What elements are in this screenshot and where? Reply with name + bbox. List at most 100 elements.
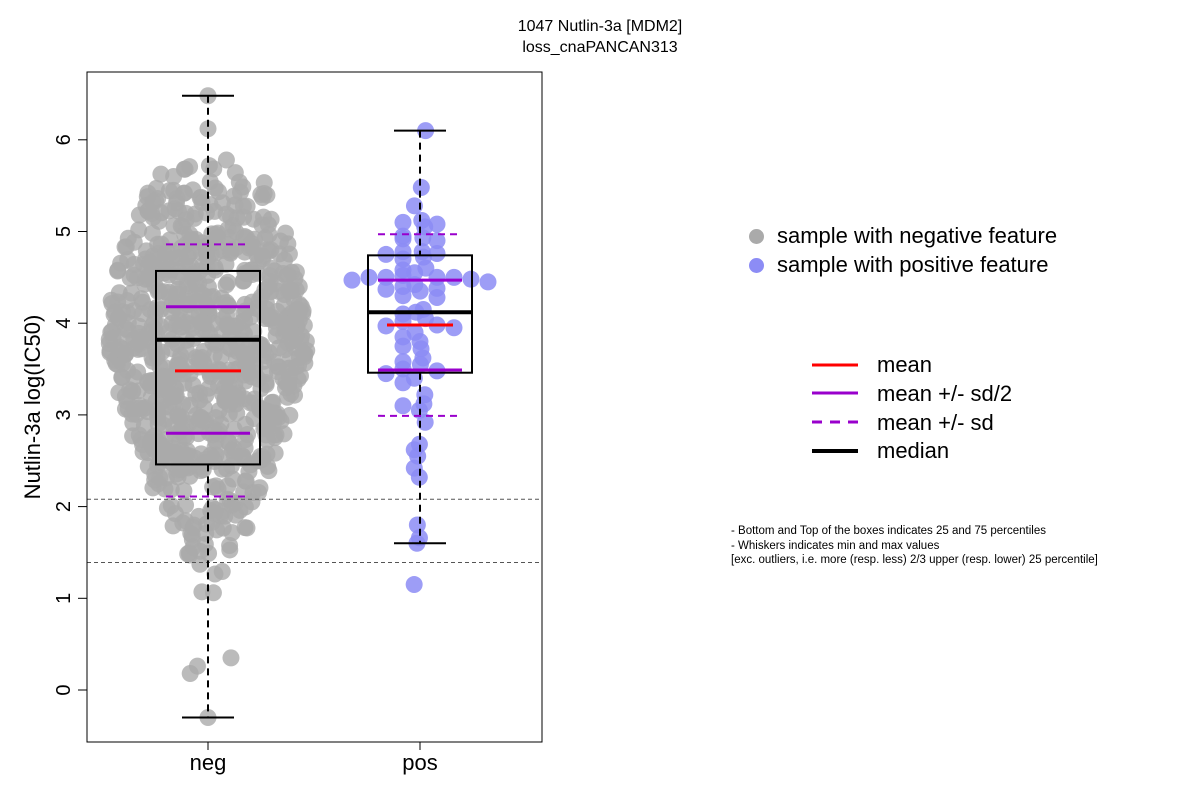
- neg-point: [220, 374, 238, 392]
- neg-point: [238, 229, 256, 247]
- pos-point: [410, 468, 428, 486]
- neg-point: [177, 314, 195, 332]
- neg-point: [258, 418, 276, 436]
- neg-point: [175, 482, 193, 500]
- neg-point: [193, 583, 211, 601]
- neg-point: [205, 314, 223, 332]
- neg-point: [152, 165, 170, 183]
- neg-point: [164, 443, 182, 461]
- neg-point: [178, 275, 196, 293]
- neg-point: [191, 189, 209, 207]
- y-tick-label: 6: [53, 134, 75, 145]
- neg-point: [181, 245, 199, 263]
- neg-point: [223, 524, 241, 542]
- y-tick-label: 0: [53, 684, 75, 695]
- neg-point: [199, 120, 217, 138]
- neg-point: [199, 300, 217, 318]
- neg-point: [275, 425, 293, 443]
- neg-point: [234, 447, 252, 465]
- neg-point: [260, 462, 278, 480]
- box-iqr: [155, 269, 261, 466]
- neg-point: [148, 401, 166, 419]
- neg-point: [110, 384, 128, 402]
- neg-point: [139, 331, 157, 349]
- neg-point: [226, 164, 244, 182]
- neg-point: [156, 380, 174, 398]
- neg-point: [177, 211, 195, 229]
- neg-point: [174, 514, 192, 532]
- x-tick-label: neg: [190, 750, 227, 775]
- neg-point: [281, 350, 299, 368]
- neg-point: [173, 420, 191, 438]
- neg-point: [113, 368, 131, 386]
- neg-point: [207, 477, 225, 495]
- neg-point: [148, 298, 166, 316]
- neg-point: [206, 438, 224, 456]
- legend-mean-label: mean: [877, 352, 933, 377]
- y-tick-label: 5: [53, 226, 75, 237]
- pos-point: [428, 232, 446, 250]
- neg-point: [134, 443, 152, 461]
- pos-point: [394, 397, 412, 415]
- pos-point: [377, 280, 395, 298]
- legend-pos-label: sample with positive feature: [777, 252, 1049, 277]
- neg-point: [156, 430, 174, 448]
- neg-point: [193, 349, 211, 367]
- legend-half-sd-label: mean +/- sd/2: [877, 381, 1013, 406]
- neg-point: [197, 451, 215, 469]
- neg-point: [244, 483, 262, 501]
- neg-point: [234, 178, 252, 196]
- neg-point: [113, 303, 131, 321]
- neg-point: [125, 233, 143, 251]
- chart-title: 1047 Nutlin-3a [MDM2]: [517, 18, 683, 35]
- neg-point: [213, 563, 231, 581]
- neg-point: [234, 197, 252, 215]
- y-tick-label: 1: [53, 593, 75, 604]
- neg-point: [238, 519, 256, 537]
- note-line-3: [exc. outliers, i.e. more (resp. less) 2…: [731, 554, 1098, 566]
- neg-point: [125, 368, 143, 386]
- neg-point: [220, 447, 238, 465]
- note-line-2: - Whiskers indicates min and max values: [731, 540, 940, 552]
- pos-point: [428, 245, 446, 263]
- neg-point: [181, 396, 199, 414]
- pos-point: [445, 268, 463, 286]
- neg-point: [160, 182, 178, 200]
- neg-point: [264, 393, 282, 411]
- neg-point: [275, 314, 293, 332]
- neg-point: [109, 262, 127, 280]
- neg-point: [221, 537, 239, 555]
- neg-point: [207, 409, 225, 427]
- neg-point: [181, 225, 199, 243]
- legend-median-label: median: [877, 438, 950, 463]
- neg-point: [155, 283, 173, 301]
- neg-point: [283, 332, 301, 350]
- neg-point: [222, 649, 240, 667]
- neg-point: [167, 295, 185, 313]
- pos-point: [412, 178, 430, 196]
- pos-point: [428, 289, 446, 307]
- legend-pos-dot: [749, 258, 764, 273]
- neg-point: [213, 289, 231, 307]
- neg-point: [138, 188, 156, 206]
- neg-point: [257, 294, 275, 312]
- neg-point: [219, 273, 237, 291]
- pos-point: [377, 317, 395, 335]
- neg-point: [214, 502, 232, 520]
- neg-point: [117, 320, 135, 338]
- neg-point: [181, 664, 199, 682]
- pos-point: [408, 516, 426, 534]
- neg-point: [275, 286, 293, 304]
- legend-neg-dot: [749, 229, 764, 244]
- pos-point: [394, 213, 412, 231]
- neg-point: [253, 189, 271, 207]
- neg-point: [139, 202, 157, 220]
- neg-point: [272, 412, 290, 430]
- y-tick-label: 2: [53, 501, 75, 512]
- neg-point: [111, 338, 129, 356]
- legend-neg-label: sample with negative feature: [777, 223, 1058, 248]
- y-tick-label: 4: [53, 318, 75, 329]
- neg-point: [176, 160, 194, 178]
- pos-point: [479, 273, 497, 291]
- neg-point: [277, 267, 295, 285]
